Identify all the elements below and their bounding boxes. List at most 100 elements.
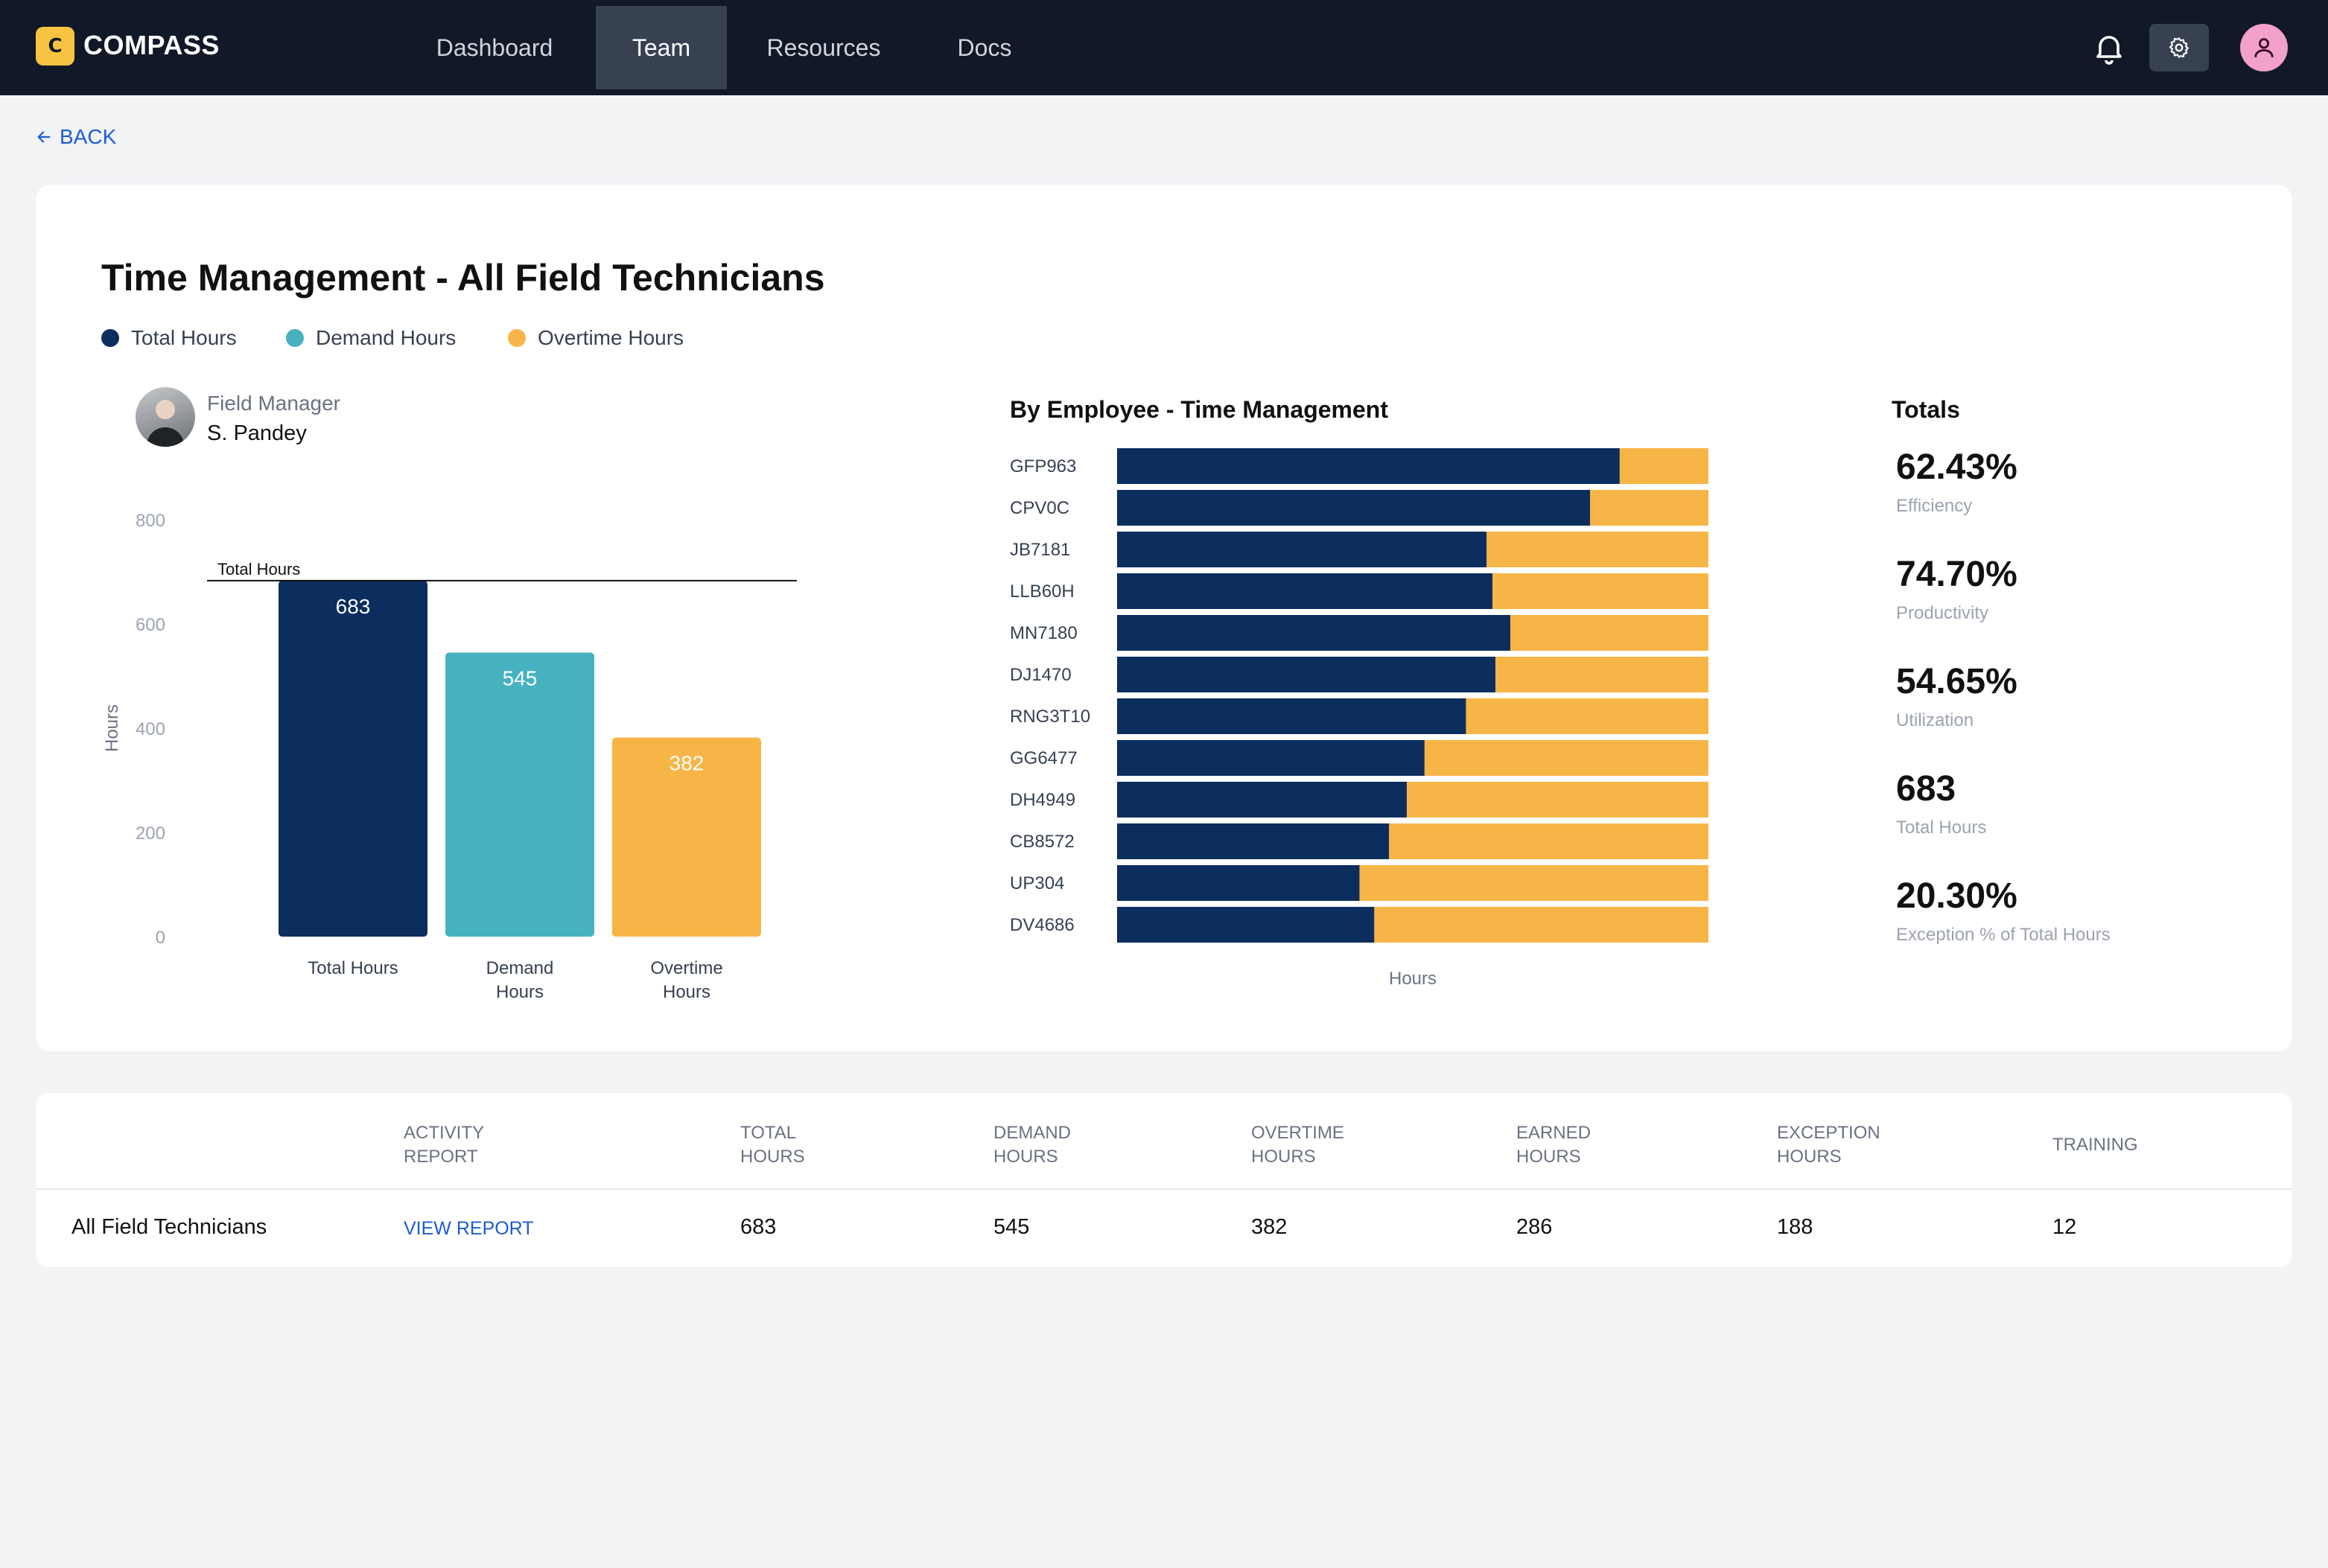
manager-label: Field Manager — [207, 392, 340, 415]
stacked-segment — [1359, 865, 1708, 901]
metric-exception-label: Exception % of Total Hours — [1896, 925, 2111, 945]
col-header-overtime-hours: OVERTIME HOURS — [1251, 1121, 1344, 1169]
nav-docs[interactable]: Docs — [957, 34, 1012, 61]
back-link[interactable]: BACK — [36, 125, 116, 149]
stacked-segment — [1117, 740, 1425, 776]
summary-table: ACTIVITY REPORT TOTAL HOURS DEMAND HOURS… — [36, 1093, 2292, 1267]
x-tick-label: Overtime — [650, 958, 722, 978]
nav-team[interactable]: Team — [596, 6, 727, 89]
y-tick-label: 800 — [136, 511, 165, 531]
employee-label: CB8572 — [1010, 832, 1075, 852]
metric-exception-value: 20.30% — [1896, 876, 2017, 916]
bar-0 — [279, 580, 427, 937]
employee-label: LLB60H — [1010, 581, 1075, 602]
stacked-segment — [1117, 615, 1511, 651]
col-header-earned-hours: EARNED HOURS — [1516, 1121, 1591, 1169]
employee-label: RNG3T10 — [1010, 707, 1090, 727]
metric-productivity-value: 74.70% — [1896, 555, 2017, 594]
stacked-segment — [1117, 532, 1487, 567]
view-report-link[interactable]: VIEW REPORT — [404, 1218, 534, 1239]
nav-resources[interactable]: Resources — [766, 34, 881, 61]
top-nav-bar: C COMPASS Dashboard Team Resources Docs — [0, 0, 2328, 95]
stacked-segment — [1117, 657, 1496, 692]
settings-button[interactable] — [2149, 24, 2209, 71]
metric-utilization-value: 54.65% — [1896, 662, 2017, 701]
stacked-segment — [1117, 782, 1408, 818]
cell-exception-hours: 188 — [1777, 1215, 1813, 1239]
employee-label: DJ1470 — [1010, 665, 1072, 685]
legend-total-hours: Total Hours — [101, 326, 237, 350]
legend-label-demand: Demand Hours — [316, 326, 457, 349]
row-name: All Field Technicians — [71, 1215, 267, 1239]
charts-canvas: 0 200 400 600 800 Hours 683 Total Hours 545 Deman… — [102, 448, 1708, 1002]
col-header-line: HOURS — [1251, 1147, 1316, 1167]
y-tick-label: 600 — [136, 615, 165, 635]
col-header-line: HOURS — [993, 1147, 1058, 1167]
legend-label-total: Total Hours — [131, 326, 237, 349]
stacked-segment — [1117, 698, 1466, 734]
logo-icon[interactable]: C — [36, 27, 74, 66]
cell-training: 12 — [2052, 1215, 2077, 1239]
metric-total-hours-label: Total Hours — [1896, 818, 1987, 838]
metric-efficiency-value: 62.43% — [1896, 447, 2017, 487]
stacked-segment — [1492, 573, 1708, 609]
x-tick-label: Hours — [663, 982, 710, 1002]
profile-avatar[interactable] — [2240, 24, 2288, 71]
employee-chart-title: By Employee - Time Management — [1010, 396, 1388, 423]
metric-utilization-label: Utilization — [1896, 710, 1974, 730]
x-tick-label: Demand — [486, 958, 554, 978]
legend-overtime-hours: Overtime Hours — [508, 326, 684, 350]
legend-demand-hours: Demand Hours — [286, 326, 456, 350]
y-tick-label: 200 — [136, 823, 165, 844]
stacked-segment — [1117, 448, 1620, 484]
x-tick-label: Hours — [496, 982, 544, 1002]
gear-icon — [2169, 37, 2189, 58]
table-divider — [36, 1188, 2292, 1190]
legend-dot-overtime — [508, 329, 526, 347]
bar-1 — [445, 652, 594, 937]
manager-name: S. Pandey — [207, 421, 307, 445]
stacked-segment — [1117, 907, 1375, 943]
cell-earned-hours: 286 — [1516, 1215, 1553, 1239]
col-header-demand-hours: DEMAND HOURS — [993, 1121, 1071, 1169]
metric-efficiency-label: Efficiency — [1896, 496, 1973, 516]
time-management-card: Time Management - All Field Technicians … — [36, 185, 2292, 1051]
stacked-segment — [1389, 823, 1708, 859]
user-icon — [2254, 38, 2274, 57]
metric-total-hours-value: 683 — [1896, 769, 1956, 809]
stacked-segment — [1486, 532, 1708, 567]
reference-line-label: Total Hours — [217, 560, 300, 579]
stacked-segment — [1466, 698, 1708, 734]
cell-demand-hours: 545 — [993, 1215, 1030, 1239]
employee-label: DH4949 — [1010, 790, 1075, 810]
stacked-segment — [1374, 907, 1708, 943]
col-header-line: HOURS — [740, 1147, 805, 1167]
employee-label: DV4686 — [1010, 915, 1075, 935]
page-title: Time Management - All Field Technicians — [101, 257, 825, 299]
manager-avatar — [136, 387, 195, 447]
bell-icon[interactable] — [2091, 30, 2127, 66]
stacked-segment — [1117, 865, 1360, 901]
employee-label: GFP963 — [1010, 456, 1076, 477]
logo-letter: C — [48, 35, 63, 57]
col-header-line: TRAINING — [2052, 1135, 2138, 1155]
col-header-training: TRAINING — [2052, 1133, 2138, 1157]
stacked-segment — [1117, 490, 1591, 526]
back-label: BACK — [60, 125, 117, 148]
stacked-segment — [1407, 782, 1708, 818]
bar-value-label: 545 — [503, 667, 538, 690]
employee-label: CPV0C — [1010, 498, 1069, 518]
employee-label: GG6477 — [1010, 748, 1078, 768]
col-header-line: OVERTIME — [1251, 1123, 1344, 1143]
bar-value-label: 683 — [336, 595, 371, 618]
employee-label: MN7180 — [1010, 623, 1078, 643]
metric-productivity-label: Productivity — [1896, 603, 1989, 623]
nav-dashboard[interactable]: Dashboard — [436, 34, 553, 61]
col-header-line: ACTIVITY — [404, 1123, 485, 1143]
stacked-segment — [1424, 740, 1708, 776]
legend-dot-total — [101, 329, 119, 347]
cell-total-hours: 683 — [740, 1215, 777, 1239]
legend-label-overtime: Overtime Hours — [538, 326, 684, 349]
brand-name[interactable]: COMPASS — [83, 30, 220, 60]
col-header-line: REPORT — [404, 1147, 478, 1167]
